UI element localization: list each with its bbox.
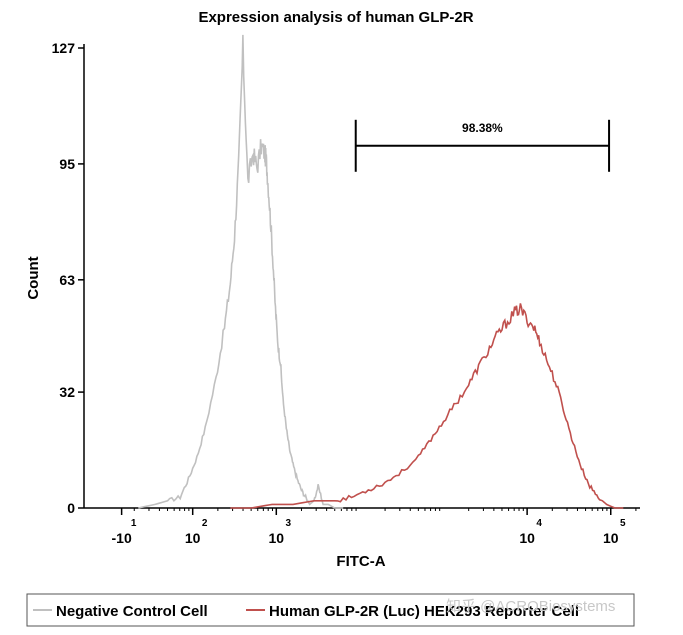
legend-label-negative: Negative Control Cell xyxy=(56,603,208,620)
x-tick-exponent-label: 1 xyxy=(131,518,137,529)
x-tick-base-label: -10 xyxy=(112,530,132,546)
positive-gate: 98.38% xyxy=(354,119,611,172)
y-tick-label: 32 xyxy=(59,384,75,400)
y-tick-label: 127 xyxy=(52,40,76,56)
x-tick-base-label: 10 xyxy=(519,530,535,546)
reporter-cell-histogram xyxy=(230,303,624,509)
y-tick-label: 0 xyxy=(67,500,75,516)
legend: Negative Control Cell Human GLP-2R (Luc)… xyxy=(26,593,635,627)
x-tick-exponent-label: 5 xyxy=(620,518,626,529)
x-axis-label: FITC-A xyxy=(336,553,385,570)
negative-control-histogram xyxy=(138,34,344,509)
legend-box xyxy=(26,593,635,627)
x-tick-exponent-label: 2 xyxy=(202,518,208,529)
x-tick-base-label: 10 xyxy=(269,530,285,546)
legend-label-reporter: Human GLP-2R (Luc) HEK293 Reporter Cell xyxy=(269,603,579,620)
y-tick-label: 63 xyxy=(59,272,75,288)
y-axis-label: Count xyxy=(25,256,42,299)
x-tick-exponent-label: 3 xyxy=(286,518,292,529)
watermark-text: 知乎 @ACROBiosystems xyxy=(446,598,615,615)
gate-percentage-label: 98.38% xyxy=(462,121,503,135)
x-tick-base-label: 10 xyxy=(603,530,619,546)
x-tick-base-label: 10 xyxy=(185,530,201,546)
chart-title: Expression analysis of human GLP-2R xyxy=(198,9,473,26)
x-tick-exponent-label: 4 xyxy=(536,518,542,529)
y-tick-label: 95 xyxy=(59,156,75,172)
